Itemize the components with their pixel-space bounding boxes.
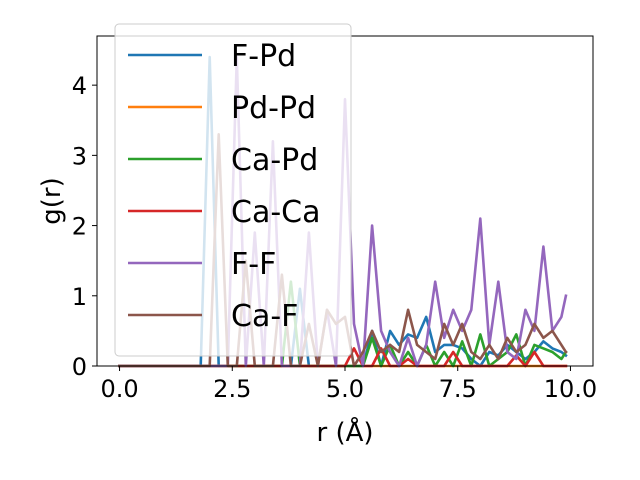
legend-label-pd-pd: Pd-Pd [231, 91, 316, 126]
legend: F-Pd Pd-Pd Ca-Pd Ca-Ca F-F Ca-F [114, 23, 352, 357]
x-tick-label: 0.0 [100, 375, 138, 403]
x-tick-label: 5.0 [326, 375, 364, 403]
y-axis-label: g(r) [37, 177, 67, 224]
x-tick-label: 2.5 [213, 375, 251, 403]
x-tick-label: 10.0 [544, 375, 597, 403]
legend-label-ca-ca: Ca-Ca [231, 195, 321, 230]
legend-label-ca-pd: Ca-Pd [231, 143, 318, 178]
x-tick-label: 7.5 [439, 375, 477, 403]
y-tick-label: 0 [72, 353, 87, 381]
y-tick-label: 3 [72, 142, 87, 170]
x-axis-label: r (Å) [316, 416, 373, 448]
y-tick-label: 4 [72, 72, 87, 100]
y-axis: 0 1 2 3 4 [72, 72, 97, 381]
legend-label-ca-f: Ca-F [231, 299, 298, 334]
legend-label-f-f: F-F [231, 247, 276, 282]
y-tick-label: 1 [72, 283, 87, 311]
y-tick-label: 2 [72, 213, 87, 241]
x-axis: 0.0 2.5 5.0 7.5 10.0 [100, 366, 597, 403]
legend-label-f-pd: F-Pd [231, 39, 296, 74]
